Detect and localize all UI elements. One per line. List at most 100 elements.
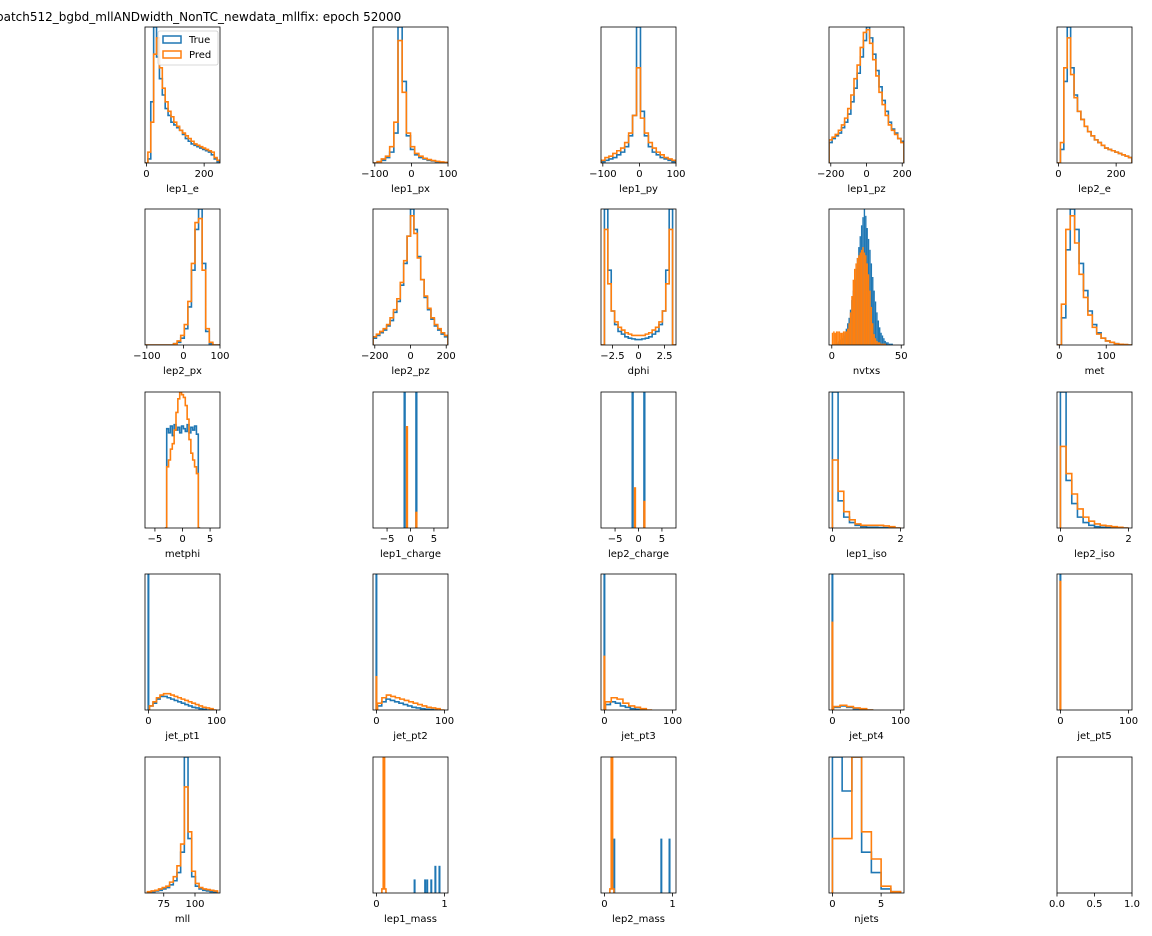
- x-axis-label: dphi: [628, 366, 650, 377]
- bar-pred: [643, 500, 646, 528]
- axes-frame: [144, 208, 221, 346]
- bar-true: [660, 838, 663, 893]
- x-tick-label: 5: [207, 534, 213, 545]
- step-line-true: [831, 392, 901, 528]
- step-line-true: [145, 209, 220, 345]
- bar-pred: [845, 331, 848, 345]
- x-tick-label: 5: [431, 534, 437, 545]
- step-line-pred: [146, 786, 219, 893]
- x-tick-label: 200: [1107, 169, 1126, 180]
- bar-pred: [877, 342, 879, 345]
- plot-area: [601, 27, 676, 163]
- x-axis-label: jet_pt5: [1076, 731, 1111, 742]
- bar-pred: [879, 342, 881, 345]
- bar-pred: [838, 331, 841, 345]
- axes-frame: [828, 391, 905, 529]
- axes-frame: [600, 573, 677, 711]
- x-axis-label: lep1_py: [619, 184, 658, 195]
- x-tick-label: −100: [133, 351, 160, 362]
- plot-area: [609, 757, 671, 893]
- x-tick-label: 50: [895, 351, 908, 362]
- subplot-lep1_mass: 0 1 lep1_mass: [372, 756, 449, 925]
- plot-area: [1057, 27, 1132, 163]
- step-line-pred: [604, 696, 653, 710]
- bar-true: [877, 320, 879, 345]
- bar-pred: [884, 343, 886, 345]
- plot-area: [145, 209, 220, 345]
- plot-area: [831, 757, 902, 893]
- subplot-lep2_pz: −200 0 200 lep2_pz: [361, 208, 456, 377]
- subplot-lep2_px: −100 0 100 lep2_px: [133, 208, 230, 377]
- step-line-pred: [373, 39, 448, 163]
- bar-pred: [847, 328, 849, 345]
- bar-pred: [873, 334, 875, 345]
- step-line-pred: [376, 694, 445, 710]
- step-line-true: [831, 757, 902, 893]
- bar-true: [881, 335, 884, 345]
- step-line-true: [148, 695, 210, 710]
- x-axis-label: lep1_mass: [384, 914, 437, 925]
- step-line-true: [1057, 27, 1132, 163]
- figure-title: batch512_bgbd_mllANDwidth_NonTC_newdata_…: [0, 10, 401, 24]
- bar-true: [424, 879, 427, 893]
- plot-area: [831, 209, 893, 345]
- step-line-pred: [831, 757, 902, 893]
- bar-true: [879, 327, 881, 345]
- x-tick-label: −200: [817, 169, 844, 180]
- axes-frame: [1056, 756, 1133, 894]
- axes-frame: [828, 208, 905, 346]
- plot-area: [829, 27, 904, 163]
- x-axis-label: lep2_mass: [612, 914, 665, 925]
- x-tick-label: 5: [659, 534, 665, 545]
- x-tick-label: −100: [361, 169, 388, 180]
- x-axis-label: lep1_e: [166, 184, 199, 195]
- bar-pred: [869, 290, 871, 345]
- axes-frame: [372, 26, 449, 164]
- legend-swatch-true: [162, 35, 182, 44]
- bar-true: [668, 838, 671, 893]
- bar-true: [430, 879, 433, 893]
- subplot-metphi: −5 0 5 metphi: [144, 391, 221, 560]
- subplot-lep2_iso: 0 2 lep2_iso: [1056, 391, 1133, 560]
- bar-pred: [415, 511, 418, 528]
- x-tick-label: 0: [829, 899, 835, 910]
- subplot-jet_pt4: 0 100 jet_pt4: [828, 573, 910, 742]
- bar-pred: [870, 306, 873, 345]
- step-line-true: [1059, 392, 1129, 528]
- x-tick-label: 0: [635, 351, 641, 362]
- subplot-lep2_charge: −5 0 5 lep2_charge: [600, 391, 677, 560]
- plot-area: [1059, 574, 1062, 710]
- subplot-jet_pt3: 0 100 jet_pt3: [600, 573, 682, 742]
- bar-pred: [880, 343, 882, 345]
- bar-pred: [849, 312, 852, 345]
- x-tick-label: 0: [145, 716, 151, 727]
- axes-frame: [828, 756, 905, 894]
- x-axis-label: nvtxs: [853, 366, 880, 377]
- x-tick-label: 1: [441, 899, 447, 910]
- x-tick-label: 100: [666, 169, 685, 180]
- step-line-true: [601, 209, 676, 345]
- x-tick-label: −5: [148, 534, 163, 545]
- plot-area: [831, 392, 901, 528]
- bar-true: [413, 879, 416, 893]
- x-tick-label: 0: [829, 716, 835, 727]
- step-line-pred: [373, 215, 448, 345]
- step-line-true: [604, 701, 646, 710]
- bar-true: [375, 574, 378, 710]
- axes-frame: [828, 573, 905, 711]
- axes-frame: [600, 26, 677, 164]
- step-line-pred: [145, 217, 220, 345]
- plot-area: [373, 27, 448, 163]
- x-tick-label: 0: [601, 899, 607, 910]
- bar-true: [884, 340, 886, 345]
- axes-frame: [1056, 208, 1133, 346]
- plot-area: [147, 574, 217, 710]
- x-tick-label: 200: [195, 169, 214, 180]
- x-tick-label: 5: [878, 899, 884, 910]
- step-line-true: [164, 423, 201, 528]
- bar-true: [890, 343, 892, 345]
- x-tick-label: 0: [635, 534, 641, 545]
- plot-area: [631, 392, 646, 528]
- bar-true: [873, 290, 875, 345]
